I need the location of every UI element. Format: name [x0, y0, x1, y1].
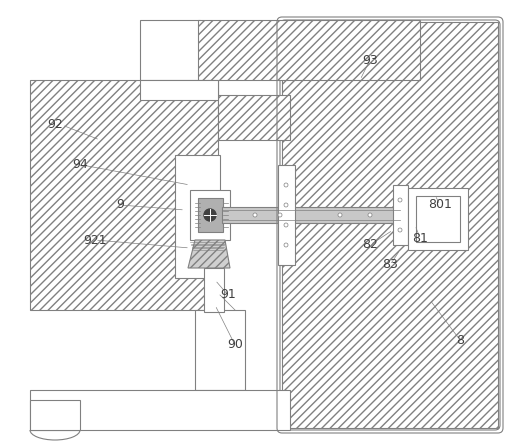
Bar [140, 20, 200, 80]
Bar [218, 95, 290, 140]
Text: 801: 801 [428, 198, 452, 211]
Polygon shape [188, 240, 230, 268]
Bar [278, 165, 295, 265]
Bar [393, 185, 408, 245]
Text: 8: 8 [456, 333, 464, 347]
Text: 91: 91 [220, 288, 236, 302]
Bar [408, 188, 468, 250]
Circle shape [398, 198, 402, 202]
Circle shape [368, 213, 372, 217]
Bar [198, 20, 420, 80]
Circle shape [253, 213, 257, 217]
Bar [198, 198, 223, 232]
Bar [30, 80, 218, 310]
Circle shape [284, 183, 288, 187]
Circle shape [398, 228, 402, 232]
Bar [204, 268, 224, 312]
Bar [140, 80, 218, 100]
Circle shape [284, 243, 288, 247]
Bar [175, 155, 220, 278]
Bar [282, 22, 498, 428]
Bar [30, 390, 290, 430]
Circle shape [284, 223, 288, 227]
Text: 921: 921 [83, 234, 107, 247]
Bar [416, 196, 460, 242]
Text: 92: 92 [47, 118, 63, 132]
Circle shape [278, 213, 282, 217]
Text: 83: 83 [382, 259, 398, 271]
Circle shape [204, 209, 216, 221]
Bar [195, 310, 245, 390]
Circle shape [284, 203, 288, 207]
Bar [222, 207, 400, 223]
Text: 9: 9 [116, 198, 124, 211]
FancyBboxPatch shape [280, 20, 500, 430]
Circle shape [338, 213, 342, 217]
Bar [30, 400, 80, 430]
Text: 94: 94 [72, 158, 88, 171]
Text: 82: 82 [362, 239, 378, 251]
Bar [190, 190, 230, 240]
Text: 90: 90 [227, 339, 243, 352]
Text: 81: 81 [412, 231, 428, 244]
Text: 93: 93 [362, 53, 378, 66]
